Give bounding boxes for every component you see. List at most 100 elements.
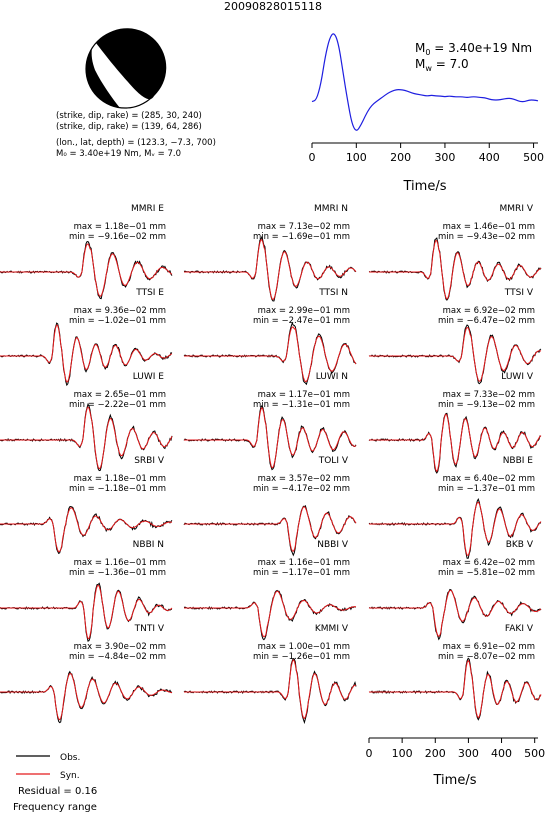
legend-observed-label: Obs. (60, 753, 80, 763)
focal-moment: M₀ = 3.40e+19 Nm, Mᵥ = 7.0 (56, 149, 181, 159)
min-amplitude-label: min = −9.43e−02 mm (438, 232, 535, 242)
min-amplitude-label: min = −1.69e−01 mm (253, 232, 350, 242)
stf-tick-label: 500 (523, 151, 544, 164)
station-label: LUWI V (501, 372, 534, 382)
stf-tick-label: 400 (479, 151, 500, 164)
max-amplitude-label: max = 2.99e−01 mm (258, 306, 350, 316)
min-amplitude-label: min = −1.02e−01 mm (69, 316, 166, 326)
stf-tick-label: 200 (390, 151, 411, 164)
synthetic-waveform (369, 589, 542, 638)
min-amplitude-label: min = −2.47e−01 mm (253, 316, 350, 326)
station-label: NBBI E (503, 456, 534, 466)
station-label: FAKI V (505, 624, 534, 634)
station-label: BKB V (506, 540, 534, 550)
min-amplitude-label: min = −1.31e−01 mm (253, 400, 350, 410)
synthetic-waveform (0, 584, 173, 640)
max-amplitude-label: max = 1.18e−01 mm (74, 222, 166, 232)
stf-m0-label: M0 = 3.40e+19 Nm (415, 41, 532, 57)
max-amplitude-label: max = 6.91e−02 mm (443, 642, 535, 652)
stf-x-axis-label: Time/s (403, 179, 447, 194)
synthetic-waveform (369, 239, 542, 300)
station-label: SRBI V (134, 456, 165, 466)
min-amplitude-label: min = −1.37e−01 mm (438, 484, 535, 494)
stf-tick-label: 300 (434, 151, 455, 164)
max-amplitude-label: max = 7.33e−02 mm (443, 390, 535, 400)
min-amplitude-label: min = −4.84e−02 mm (69, 652, 166, 662)
max-amplitude-label: max = 2.65e−01 mm (74, 390, 166, 400)
stf-tick-label: 100 (346, 151, 367, 164)
beachball-compressional-quadrant-1 (96, 28, 167, 100)
max-amplitude-label: max = 6.42e−02 mm (443, 558, 535, 568)
synthetic-waveform (0, 324, 173, 383)
max-amplitude-label: max = 1.16e−01 mm (74, 558, 166, 568)
focal-hypocenter: (lon., lat, depth) = (123.3, −7.3, 700) (56, 138, 216, 148)
focal-nodal-plane-1: (strike, dip, rake) = (285, 30, 240) (56, 111, 202, 121)
observed-waveform (368, 657, 542, 721)
observed-waveform (183, 657, 357, 725)
synthetic-waveform (184, 239, 357, 301)
max-amplitude-label: max = 1.17e−01 mm (258, 390, 350, 400)
stf-mw-label: Mw = 7.0 (415, 57, 469, 73)
min-amplitude-label: min = −1.17e−01 mm (253, 568, 350, 578)
focal-nodal-plane-2: (strike, dip, rake) = (139, 64, 286) (56, 122, 202, 132)
station-label: MMRI E (131, 204, 164, 214)
min-amplitude-label: min = −1.18e−01 mm (69, 484, 166, 494)
synthetic-waveform (184, 326, 357, 383)
min-amplitude-label: min = −9.13e−02 mm (438, 400, 535, 410)
bottom-tick-label: 200 (425, 747, 446, 760)
stf-curve (311, 33, 539, 131)
bottom-x-axis-label: Time/s (433, 773, 477, 788)
station-label: TTSI E (135, 288, 164, 298)
max-amplitude-label: max = 1.18e−01 mm (74, 474, 166, 484)
max-amplitude-label: max = 7.13e−02 mm (258, 222, 350, 232)
bottom-tick-label: 500 (524, 747, 545, 760)
beachball (85, 28, 167, 109)
max-amplitude-label: max = 1.00e−01 mm (258, 642, 350, 652)
station-label: TTSI V (504, 288, 534, 298)
station-label: KMMI V (315, 624, 349, 634)
bottom-x-ticks: 0 100 200 300 400 500 (366, 738, 545, 760)
station-label: NBBI V (317, 540, 349, 550)
station-label: LUWI N (316, 372, 348, 382)
min-amplitude-label: min = −1.26e−01 mm (253, 652, 350, 662)
bottom-tick-label: 400 (491, 747, 512, 760)
stf-tick-label: 0 (309, 151, 316, 164)
source-time-function-plot: M0 = 3.40e+19 Nm Mw = 7.0 Time/s 0 100 200… (309, 33, 544, 194)
residual-label: Residual = 0.16 (18, 786, 97, 797)
bottom-time-axis: Time/s 0 100 200 300 400 500 (366, 737, 545, 788)
legend: Obs. Syn. Residual = 0.16 Frequency rang… (13, 753, 97, 813)
min-amplitude-label: min = −6.47e−02 mm (438, 316, 535, 326)
synthetic-waveform (0, 672, 173, 721)
bottom-tick-label: 0 (366, 747, 373, 760)
synthetic-waveform (184, 659, 357, 720)
min-amplitude-label: min = −4.17e−02 mm (253, 484, 350, 494)
station-label: MMRI N (314, 204, 348, 214)
synthetic-waveform (184, 506, 357, 552)
synthetic-waveform (0, 507, 173, 553)
min-amplitude-label: min = −2.22e−01 mm (69, 400, 166, 410)
synthetic-waveform (0, 243, 173, 297)
synthetic-waveform (369, 659, 542, 719)
min-amplitude-label: min = −1.36e−01 mm (69, 568, 166, 578)
station-label: MMRI V (500, 204, 534, 214)
station-label: LUWI E (133, 372, 165, 382)
max-amplitude-label: max = 3.57e−02 mm (258, 474, 350, 484)
observed-waveform (368, 412, 542, 474)
station-label: TNTI V (134, 624, 165, 634)
